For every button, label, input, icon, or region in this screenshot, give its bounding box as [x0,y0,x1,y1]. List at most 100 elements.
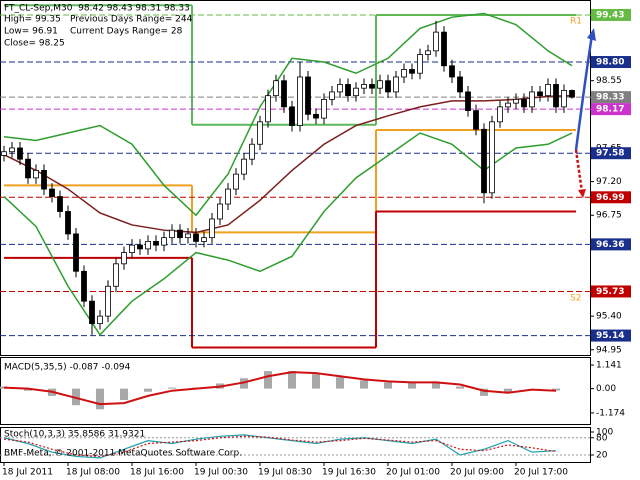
candle-body [257,121,263,145]
candle-body [177,229,183,239]
candle-body [121,252,127,265]
arrow-head [578,189,586,198]
macd-bar [24,388,32,391]
candle-body [89,300,95,325]
candle-body [369,84,375,89]
candle-body [145,240,151,250]
candle-body [97,315,103,325]
candle-body [49,188,55,197]
price-box [591,8,631,21]
x-tick-label: 20 Jul 09:00 [450,468,504,478]
y-tick-label: 94.95 [596,345,622,355]
candle-body [73,233,79,272]
main-panel [0,0,591,356]
candle-body [217,203,223,220]
info: Close= 98.25 [4,39,65,49]
candle-body [137,244,143,250]
y-tick-label: 80 [596,433,608,443]
y-tick-label: 95.40 [596,312,622,322]
candle-body [265,95,271,123]
price-label: 95.14 [596,331,624,341]
candle-body [537,91,543,97]
price-label: 98.17 [596,105,624,115]
candle-body [345,84,351,97]
candle-body [33,169,39,179]
candle-body [409,69,415,74]
candle-body [425,50,431,55]
y-tick-label: 96.75 [596,211,622,221]
candle-body [305,76,311,115]
price-label: 98.33 [596,93,624,103]
candle-body [353,87,359,97]
stoch-panel [0,427,591,463]
candle-body [545,84,551,97]
price-box [591,329,631,342]
y-tick-label: 100 [596,428,613,438]
candle-body [233,173,239,190]
candle-body [25,158,31,179]
price-box [591,91,631,104]
x-tick-label: 18 Jul 08:00 [66,468,120,478]
candle-body [489,121,495,194]
candle-body [113,263,119,287]
candle-body [129,244,135,254]
y-tick-label: 97.20 [596,177,622,187]
arrow-head [587,28,596,41]
candle-body [241,158,247,175]
indicator-line [3,12,573,217]
candle-body [281,80,287,108]
candle-body [81,270,87,302]
annotation: S2 [570,294,581,304]
y-tick-label: 0.00 [596,384,616,394]
price-label: 96.99 [596,193,624,203]
candle-body [337,84,343,93]
candle-body [569,90,575,98]
x-tick-label: 18 Jul 16:00 [130,468,184,478]
macd-bar [120,388,128,401]
info: Current Days Range= 28 [70,27,183,37]
candle-body [505,102,511,108]
candle-body [417,54,423,74]
macd-bar [384,382,392,389]
macd-bar [504,388,512,393]
macd-bar [144,388,152,392]
macd-bar [408,382,416,389]
candle-body [473,110,479,130]
macd-bar [72,388,80,406]
macd-bar [552,388,560,391]
macd-bar [432,381,440,389]
macd-bar [360,380,368,389]
candle-body [433,31,439,52]
price-label: 98.80 [596,58,624,68]
stoch-line [3,435,557,458]
x-tick-label: 19 Jul 08:30 [258,468,312,478]
price-box [591,103,631,116]
macd-bar [0,386,8,389]
signal-line [3,371,557,406]
annotation: R1 [570,17,582,27]
candle-body [161,237,167,246]
macd-bar [312,374,320,389]
info: Previous Days Range= 244 [70,15,193,25]
panel-title: MACD(5,35,5) -0.087 -0.094 [4,363,131,373]
candle-body [361,84,367,89]
candle-body [465,91,471,112]
candle-body [401,69,407,78]
candle-body [273,80,279,97]
candle-body [553,84,559,108]
price-label: 99.43 [596,10,624,20]
candle-body [1,151,7,156]
candle-body [105,285,111,317]
y-tick-label: -1.174 [596,408,625,418]
candle-body [481,128,487,194]
candle-body [65,211,71,235]
macd-bar [96,388,104,410]
macd-panel [0,357,591,425]
macd-bar [288,371,296,389]
copyright: BMF-Meta, © 2001-2011 MetaQuotes Softwar… [4,449,242,459]
candle-body [329,91,335,100]
candle-body [513,99,519,104]
candle-body [17,147,23,160]
candle-body [297,76,303,126]
